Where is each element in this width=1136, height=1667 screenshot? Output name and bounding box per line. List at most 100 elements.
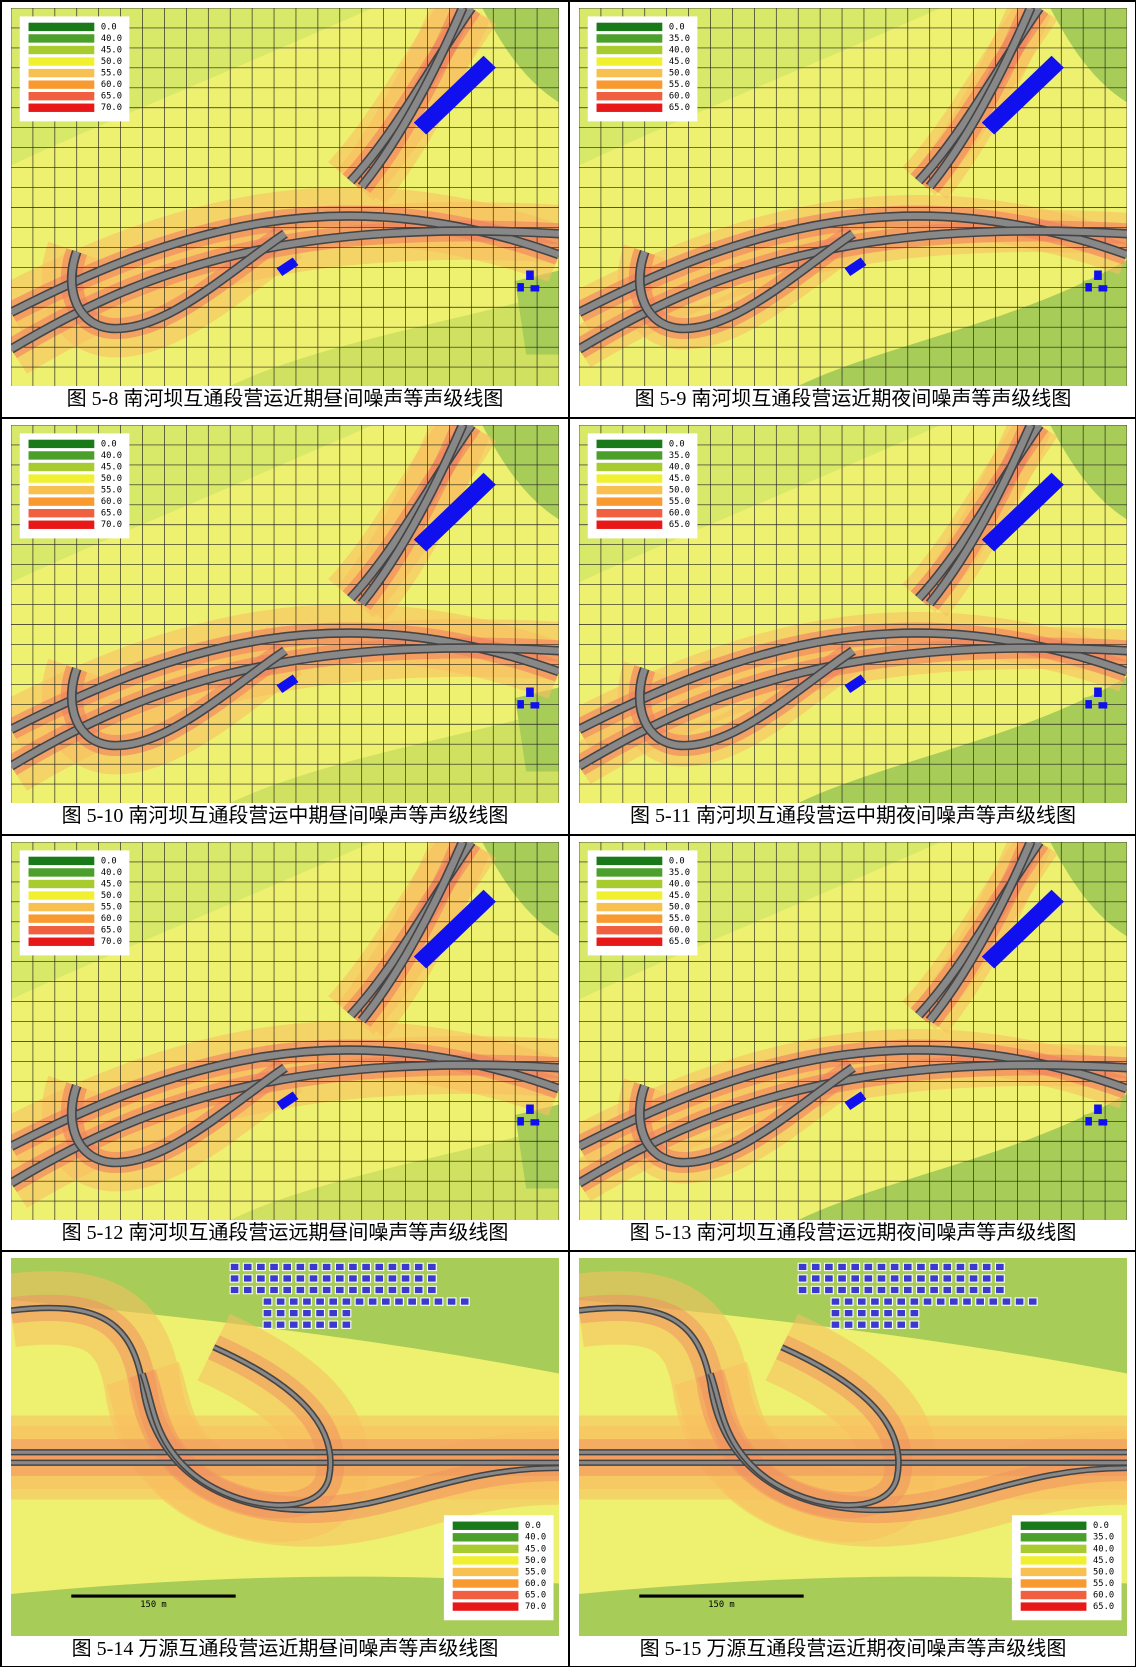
legend-swatch	[29, 497, 95, 505]
building	[230, 1287, 239, 1294]
legend-swatch	[597, 509, 663, 517]
legend-swatch	[597, 463, 663, 471]
building	[982, 1264, 991, 1271]
building	[877, 1287, 886, 1294]
building	[943, 1264, 952, 1271]
legend-label: 70.0	[101, 937, 122, 947]
legend-swatch	[29, 34, 95, 42]
building	[798, 1275, 807, 1282]
building	[890, 1287, 899, 1294]
legend-swatch	[29, 463, 95, 471]
legend-label: 40.0	[525, 1533, 546, 1543]
building	[864, 1264, 873, 1271]
legend-label: 70.0	[101, 520, 122, 530]
building	[401, 1264, 410, 1271]
building	[375, 1287, 384, 1294]
building	[329, 1310, 338, 1317]
legend-swatch	[1021, 1556, 1087, 1564]
building	[884, 1321, 893, 1328]
legend-label: 65.0	[669, 937, 690, 947]
building	[349, 1275, 358, 1282]
building	[1085, 283, 1092, 291]
building	[851, 1275, 860, 1282]
figure-caption: 图 5-12 南河坝互通段营运远期昼间噪声等声级线图	[62, 1220, 509, 1246]
legend-swatch	[453, 1591, 519, 1599]
legend-label: 0.0	[101, 439, 117, 449]
building	[263, 1321, 272, 1328]
building	[884, 1310, 893, 1317]
legend-swatch	[29, 868, 95, 876]
building	[329, 1321, 338, 1328]
building	[303, 1298, 312, 1305]
building	[243, 1287, 252, 1294]
figure-caption: 图 5-8 南河坝互通段营运近期昼间噪声等声级线图	[67, 386, 504, 412]
legend-swatch	[597, 868, 663, 876]
building	[243, 1264, 252, 1271]
building	[531, 702, 540, 708]
building	[864, 1275, 873, 1282]
building	[263, 1310, 272, 1317]
building	[930, 1287, 939, 1294]
legend-swatch	[29, 914, 95, 922]
building	[1002, 1298, 1011, 1305]
building	[342, 1310, 351, 1317]
building	[857, 1298, 866, 1305]
building	[917, 1287, 926, 1294]
building	[335, 1287, 344, 1294]
noise-map: 0.040.045.050.055.060.065.070.0	[11, 842, 559, 1220]
figure-panel: 0.040.045.050.055.060.065.070.0图 5-8 南河坝…	[1, 1, 569, 418]
legend-swatch	[29, 439, 95, 447]
legend-label: 65.0	[101, 925, 122, 935]
building	[811, 1275, 820, 1282]
figure-panel: 150 m0.035.040.045.050.055.060.065.0图 5-…	[569, 1251, 1136, 1667]
building	[322, 1264, 331, 1271]
building	[276, 1321, 285, 1328]
building	[838, 1264, 847, 1271]
building	[989, 1298, 998, 1305]
building	[230, 1275, 239, 1282]
building	[388, 1275, 397, 1282]
legend-label: 55.0	[669, 914, 690, 924]
legend-swatch	[1021, 1522, 1087, 1530]
building	[322, 1275, 331, 1282]
building	[956, 1275, 965, 1282]
building	[857, 1310, 866, 1317]
building	[375, 1264, 384, 1271]
legend-label: 40.0	[669, 462, 690, 472]
legend-swatch	[597, 879, 663, 887]
building	[388, 1264, 397, 1271]
legend-label: 0.0	[1093, 1522, 1109, 1532]
legend-swatch	[1021, 1591, 1087, 1599]
legend-swatch	[453, 1603, 519, 1611]
noise-map: 0.035.040.045.050.055.060.065.0	[579, 8, 1127, 386]
legend-label: 50.0	[525, 1556, 546, 1566]
legend-label: 45.0	[101, 462, 122, 472]
legend-swatch	[597, 497, 663, 505]
building	[283, 1287, 292, 1294]
building	[401, 1287, 410, 1294]
building	[982, 1287, 991, 1294]
building	[289, 1321, 298, 1328]
building	[289, 1310, 298, 1317]
building	[798, 1287, 807, 1294]
legend-swatch	[453, 1556, 519, 1564]
legend-swatch	[453, 1533, 519, 1541]
building	[526, 687, 534, 696]
legend-swatch	[597, 69, 663, 77]
legend-swatch	[453, 1580, 519, 1588]
noise-map: 150 m0.035.040.045.050.055.060.065.0	[579, 1258, 1127, 1636]
building	[362, 1264, 371, 1271]
building	[270, 1275, 279, 1282]
building	[871, 1310, 880, 1317]
legend-label: 65.0	[1093, 1602, 1114, 1612]
building	[434, 1298, 443, 1305]
legend-swatch	[597, 80, 663, 88]
legend-label: 45.0	[101, 879, 122, 889]
scale-bar-label: 150 m	[708, 1600, 734, 1610]
building	[263, 1298, 272, 1305]
legend-label: 60.0	[101, 914, 122, 924]
legend-swatch	[597, 486, 663, 494]
legend-label: 65.0	[669, 103, 690, 113]
building	[257, 1264, 266, 1271]
building	[831, 1298, 840, 1305]
